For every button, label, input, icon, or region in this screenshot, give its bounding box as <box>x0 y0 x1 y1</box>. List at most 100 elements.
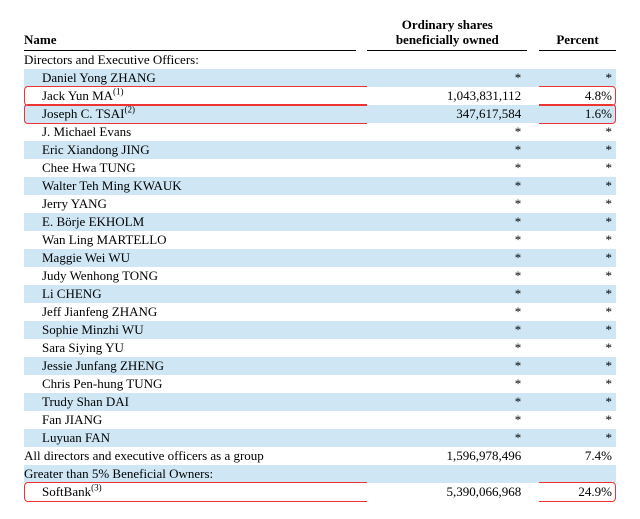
cell-name: Sophie Minzhi WU <box>24 321 356 339</box>
cell-percent: * <box>539 303 616 321</box>
cell-name: Li CHENG <box>24 285 356 303</box>
cell-percent: * <box>539 411 616 429</box>
cell-percent: 1.6% <box>539 105 616 123</box>
cell-name: Judy Wenhong TONG <box>24 267 356 285</box>
group-total-row: All directors and executive officers as … <box>24 447 616 465</box>
cell-name: Jessie Junfang ZHENG <box>24 357 356 375</box>
col-shares: Ordinary shares beneficially owned <box>367 18 527 50</box>
table-row: Jessie Junfang ZHENG * * <box>24 357 616 375</box>
cell-shares: * <box>367 267 527 285</box>
cell-percent: * <box>539 231 616 249</box>
table-row: Judy Wenhong TONG * * <box>24 267 616 285</box>
table-row: Chee Hwa TUNG * * <box>24 159 616 177</box>
cell-percent: * <box>539 321 616 339</box>
cell-percent: * <box>539 159 616 177</box>
cell-name: Chee Hwa TUNG <box>24 159 356 177</box>
cell-name: Joseph C. TSAI(2) <box>24 105 356 123</box>
cell-percent: * <box>539 339 616 357</box>
section-label: Directors and Executive Officers: <box>24 50 616 69</box>
cell-shares: * <box>367 213 527 231</box>
cell-percent: * <box>539 69 616 87</box>
cell-percent: * <box>539 213 616 231</box>
cell-shares: 5,390,066,968 <box>367 483 527 501</box>
cell-percent: 24.9% <box>539 483 616 501</box>
cell-shares: * <box>367 303 527 321</box>
cell-name: SoftBank(3) <box>24 483 356 501</box>
cell-shares: * <box>367 123 527 141</box>
cell-percent: * <box>539 285 616 303</box>
cell-shares: * <box>367 375 527 393</box>
cell-percent: * <box>539 141 616 159</box>
cell-shares: * <box>367 195 527 213</box>
table-row: Maggie Wei WU * * <box>24 249 616 267</box>
ownership-table: Name Ordinary shares beneficially owned … <box>24 18 616 501</box>
table-header: Name Ordinary shares beneficially owned … <box>24 18 616 50</box>
cell-shares: * <box>367 159 527 177</box>
cell-shares: * <box>367 69 527 87</box>
table-row: Daniel Yong ZHANG * * <box>24 69 616 87</box>
cell-name: E. Börje EKHOLM <box>24 213 356 231</box>
table-row: Joseph C. TSAI(2) 347,617,584 1.6% <box>24 105 616 123</box>
cell-shares: * <box>367 141 527 159</box>
col-name: Name <box>24 18 356 50</box>
cell-percent: * <box>539 195 616 213</box>
table-row: Sara Siying YU * * <box>24 339 616 357</box>
table-row: Chris Pen-hung TUNG * * <box>24 375 616 393</box>
cell-percent: * <box>539 123 616 141</box>
section-label: Greater than 5% Beneficial Owners: <box>24 465 616 483</box>
table-row: Trudy Shan DAI * * <box>24 393 616 411</box>
footnote-ref: (1) <box>113 87 124 97</box>
table-row: Wan Ling MARTELLO * * <box>24 231 616 249</box>
cell-name: Luyuan FAN <box>24 429 356 447</box>
cell-name: Sara Siying YU <box>24 339 356 357</box>
cell-name: J. Michael Evans <box>24 123 356 141</box>
cell-shares: * <box>367 249 527 267</box>
cell-percent: * <box>539 267 616 285</box>
cell-percent: * <box>539 393 616 411</box>
cell-shares: * <box>367 429 527 447</box>
cell-shares: * <box>367 231 527 249</box>
table-row: SoftBank(3) 5,390,066,968 24.9% <box>24 483 616 501</box>
table-row: Jerry YANG * * <box>24 195 616 213</box>
cell-name: Maggie Wei WU <box>24 249 356 267</box>
cell-shares: * <box>367 357 527 375</box>
cell-name: Wan Ling MARTELLO <box>24 231 356 249</box>
footnote-ref: (3) <box>91 483 102 493</box>
cell-name: Jerry YANG <box>24 195 356 213</box>
cell-name: Walter Teh Ming KWAUK <box>24 177 356 195</box>
cell-shares: 347,617,584 <box>367 105 527 123</box>
cell-shares: * <box>367 393 527 411</box>
table-row: Eric Xiandong JING * * <box>24 141 616 159</box>
cell-shares: * <box>367 321 527 339</box>
table-row: Walter Teh Ming KWAUK * * <box>24 177 616 195</box>
cell-percent: * <box>539 249 616 267</box>
cell-name: Jeff Jianfeng ZHANG <box>24 303 356 321</box>
cell-name: Fan JIANG <box>24 411 356 429</box>
cell-percent: * <box>539 177 616 195</box>
cell-shares: * <box>367 411 527 429</box>
group-total-shares: 1,596,978,496 <box>367 447 527 465</box>
section-directors: Directors and Executive Officers: <box>24 50 616 69</box>
cell-shares: * <box>367 177 527 195</box>
cell-name: Trudy Shan DAI <box>24 393 356 411</box>
cell-name: Chris Pen-hung TUNG <box>24 375 356 393</box>
cell-shares: 1,043,831,112 <box>367 87 527 105</box>
cell-percent: * <box>539 357 616 375</box>
table-row: E. Börje EKHOLM * * <box>24 213 616 231</box>
cell-shares: * <box>367 339 527 357</box>
group-total-percent: 7.4% <box>539 447 616 465</box>
cell-percent: * <box>539 429 616 447</box>
cell-name: Daniel Yong ZHANG <box>24 69 356 87</box>
col-percent: Percent <box>539 18 616 50</box>
table-row: J. Michael Evans * * <box>24 123 616 141</box>
table-row: Sophie Minzhi WU * * <box>24 321 616 339</box>
cell-percent: * <box>539 375 616 393</box>
footnote-ref: (2) <box>124 105 135 115</box>
table-row: Jack Yun MA(1)1,043,831,1124.8% <box>24 87 616 105</box>
table-row: Luyuan FAN * * <box>24 429 616 447</box>
cell-percent: 4.8% <box>539 87 616 105</box>
group-total-label: All directors and executive officers as … <box>24 447 356 465</box>
table-row: Jeff Jianfeng ZHANG * * <box>24 303 616 321</box>
cell-name: Eric Xiandong JING <box>24 141 356 159</box>
table-row: Fan JIANG * * <box>24 411 616 429</box>
